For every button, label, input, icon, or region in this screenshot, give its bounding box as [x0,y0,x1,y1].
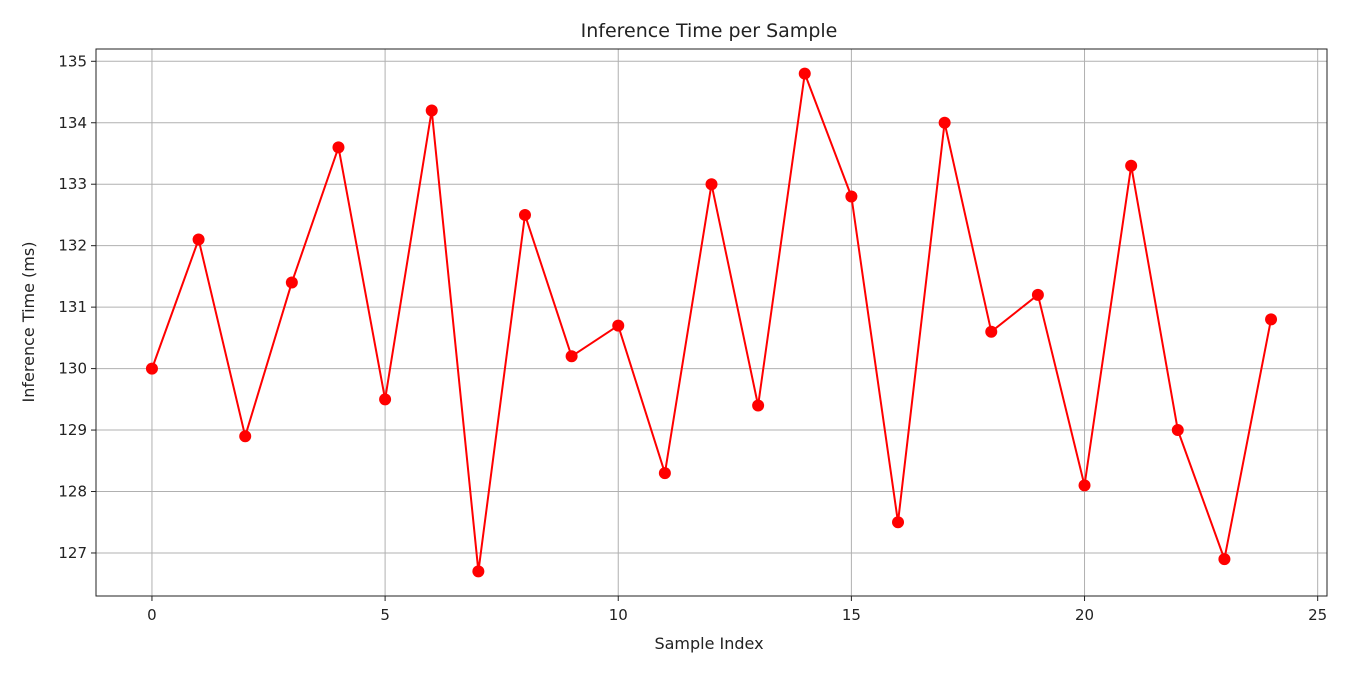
data-point [239,430,252,443]
y-tick-label: 132 [58,237,87,255]
data-point [1265,313,1278,326]
y-tick-label: 135 [58,52,87,70]
data-point [425,104,438,117]
x-tick-label: 0 [147,606,157,624]
data-point [705,178,718,191]
y-tick-label: 127 [58,544,87,562]
data-point [892,516,905,529]
data-point [332,141,345,154]
data-point [379,393,392,406]
y-tick-label: 133 [58,175,87,193]
x-tick-label: 20 [1075,606,1094,624]
data-point [565,350,578,363]
x-tick-label: 10 [609,606,628,624]
data-point [612,319,625,332]
y-tick-label: 134 [58,114,87,132]
data-point [938,116,951,129]
data-point [845,190,858,203]
y-tick-label: 130 [58,360,87,378]
x-tick-label: 5 [380,606,390,624]
data-point [518,208,531,221]
data-point [285,276,298,289]
data-point [798,67,811,80]
data-point [472,565,485,578]
data-point [752,399,765,412]
axis-ticks: 0 5 10 15 20 25 127 128 129 130 131 132 133 134 135 [58,52,1327,624]
x-tick-label: 25 [1308,606,1327,624]
y-tick-label: 129 [58,421,87,439]
y-axis-label: Inference Time (ms) [19,242,38,403]
data-point [1171,424,1184,437]
plot-frame [95,48,1328,597]
data-point [1031,288,1044,301]
x-axis-label: Sample Index [654,634,763,653]
data-point [192,233,205,246]
chart-title: Inference Time per Sample [581,20,838,42]
y-tick-label: 128 [58,483,87,501]
data-point [1125,159,1138,172]
data-point [1078,479,1091,492]
data-point [985,325,998,338]
data-point [1218,553,1231,566]
data-point [658,467,671,480]
data-point [145,362,158,375]
y-tick-label: 131 [58,298,87,316]
x-tick-label: 15 [842,606,861,624]
series [145,67,1278,578]
